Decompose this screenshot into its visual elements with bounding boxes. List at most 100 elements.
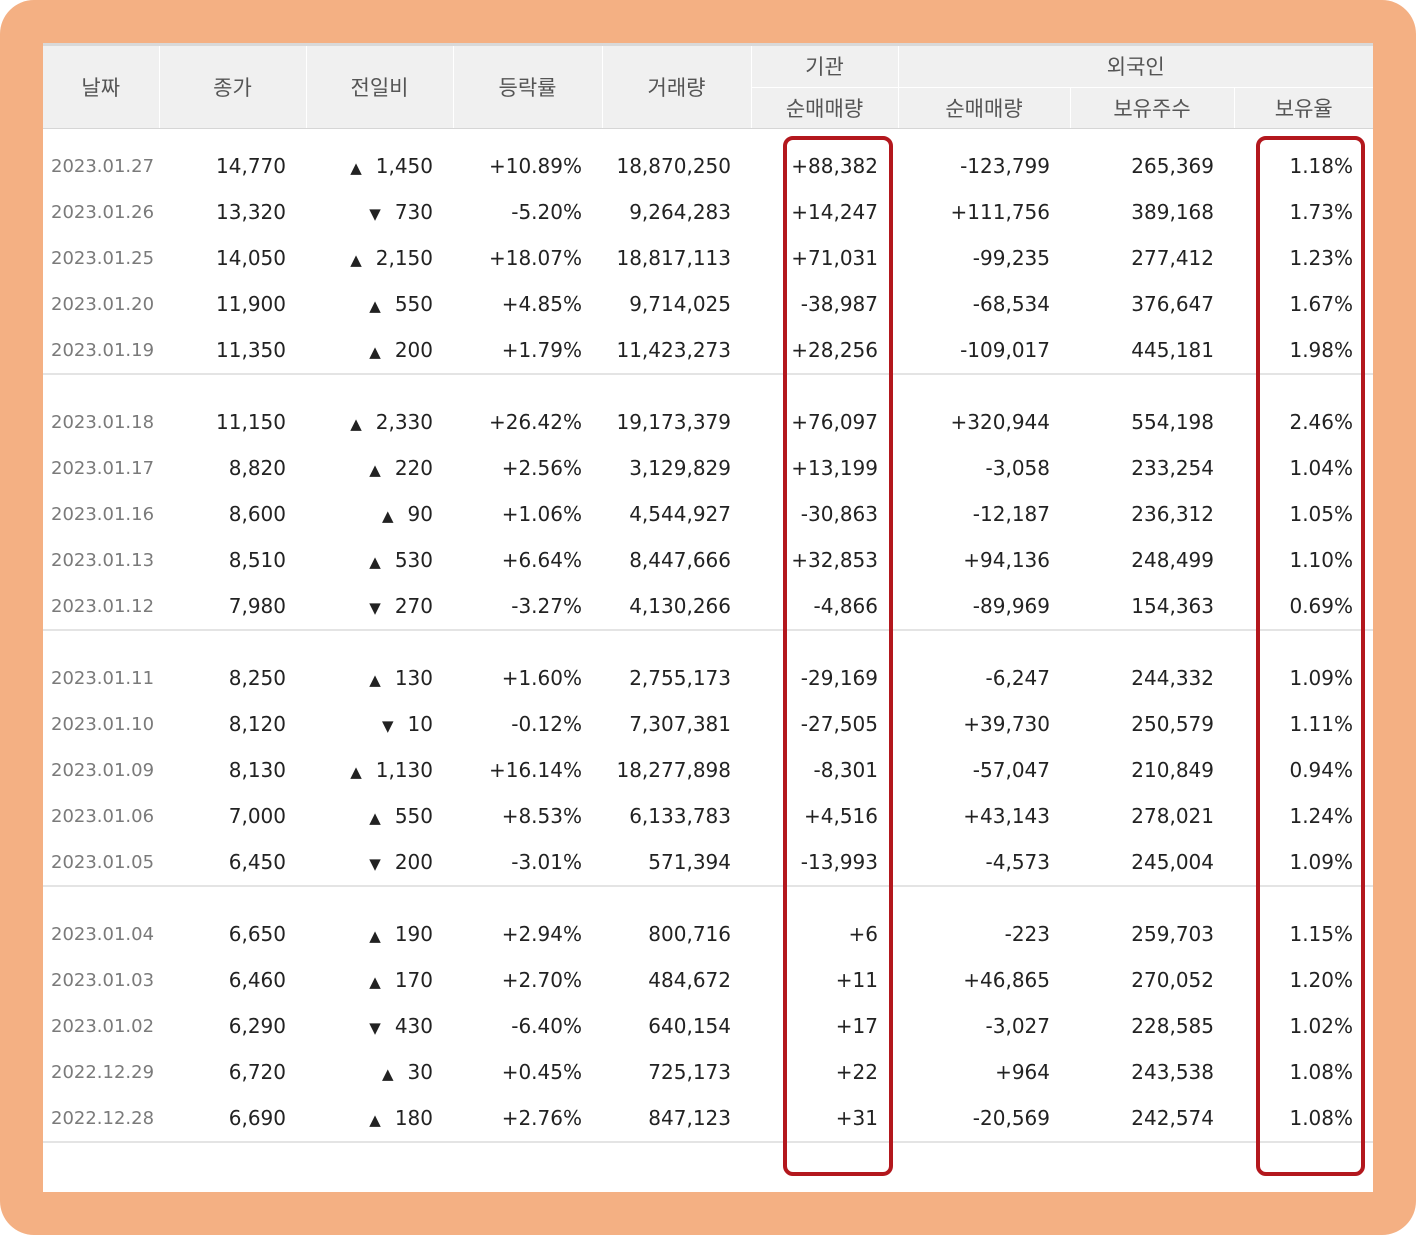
foreign-holdings-cell: 554,198 — [1131, 410, 1214, 434]
rate-cell: -3.27% — [511, 594, 582, 618]
triangle-up-icon: ▲ — [369, 343, 381, 361]
date-cell: 2022.12.29 — [51, 1061, 155, 1083]
foreign-net-cell: -223 — [1004, 922, 1050, 946]
institution-net-cell: -30,863 — [800, 502, 878, 526]
change-value: 90 — [407, 502, 433, 526]
date-cell: 2023.01.19 — [51, 339, 155, 361]
change-cell: ▼ 10 — [306, 701, 453, 747]
triangle-down-icon: ▼ — [369, 1019, 381, 1037]
volume-cell: 4,544,927 — [629, 502, 731, 526]
volume-cell: 11,423,273 — [616, 338, 731, 362]
foreign-ratio-highlight-box — [1256, 136, 1365, 1176]
foreign-net-cell: +46,865 — [963, 968, 1050, 992]
change-cell: ▲ 30 — [306, 1049, 453, 1095]
change-cell: ▲ 220 — [306, 445, 453, 491]
foreign-holdings-cell: 154,363 — [1131, 594, 1214, 618]
change-cell: ▲ 1,450 — [306, 143, 453, 189]
foreign-net-cell: +111,756 — [950, 200, 1050, 224]
triangle-up-icon: ▲ — [350, 159, 362, 177]
rate-cell: +4.85% — [501, 292, 582, 316]
institution-net-cell: +17 — [835, 1014, 878, 1038]
foreign-ratio-cell: 1.98% — [1289, 338, 1354, 362]
foreign-ratio-cell: 1.08% — [1289, 1060, 1354, 1084]
foreign-ratio-cell: 1.67% — [1289, 292, 1354, 316]
change-cell: ▲ 530 — [306, 537, 453, 583]
institution-net-cell: +6 — [848, 922, 878, 946]
change-cell: ▲ 550 — [306, 793, 453, 839]
foreign-holdings-cell: 248,499 — [1131, 548, 1214, 572]
institution-net-cell: +71,031 — [791, 246, 878, 270]
volume-cell: 8,447,666 — [629, 548, 731, 572]
change-value: 430 — [394, 1014, 433, 1038]
foreign-holdings-cell: 244,332 — [1131, 666, 1214, 690]
foreign-net-cell: -4,573 — [985, 850, 1050, 874]
table-row: 2023.01.11 8,250 ▲ 130 +1.60% 2,755,173 -29,16… — [43, 655, 1373, 701]
foreign-ratio-cell: 2.46% — [1289, 410, 1354, 434]
change-value: 30 — [407, 1060, 433, 1084]
header-institution-group: 기관 — [750, 43, 898, 88]
foreign-holdings-cell: 278,021 — [1131, 804, 1214, 828]
rate-cell: -3.01% — [511, 850, 582, 874]
rate-cell: -5.20% — [511, 200, 582, 224]
change-cell: ▲ 180 — [306, 1095, 453, 1142]
volume-cell: 3,129,829 — [629, 456, 731, 480]
rate-cell: +2.94% — [501, 922, 582, 946]
volume-cell: 9,714,025 — [629, 292, 731, 316]
foreign-net-cell: +320,944 — [950, 410, 1050, 434]
foreign-holdings-cell: 376,647 — [1131, 292, 1214, 316]
change-cell: ▲ 190 — [306, 911, 453, 957]
change-cell: ▲ 2,150 — [306, 235, 453, 281]
foreign-net-cell: +964 — [995, 1060, 1050, 1084]
foreign-holdings-cell: 245,004 — [1131, 850, 1214, 874]
close-cell: 6,290 — [228, 1014, 286, 1038]
foreign-ratio-cell: 1.04% — [1289, 456, 1354, 480]
close-cell: 6,720 — [228, 1060, 286, 1084]
rate-cell: +8.53% — [501, 804, 582, 828]
institution-net-cell: +76,097 — [791, 410, 878, 434]
table-row: 2023.01.18 11,150 ▲ 2,330 +26.42% 19,173,379 +… — [43, 399, 1373, 445]
table-row: 2023.01.10 8,120 ▼ 10 -0.12% 7,307,381 -27,505… — [43, 701, 1373, 747]
change-value: 130 — [394, 666, 433, 690]
date-cell: 2023.01.17 — [51, 457, 155, 479]
rate-cell: +6.64% — [501, 548, 582, 572]
header-institution-net: 순매매량 — [750, 87, 898, 129]
triangle-up-icon: ▲ — [369, 297, 381, 315]
triangle-down-icon: ▼ — [369, 205, 381, 223]
change-value: 180 — [394, 1106, 433, 1130]
table-row: 2022.12.28 6,690 ▲ 180 +2.76% 847,123 +31 -20,5… — [43, 1095, 1373, 1142]
foreign-ratio-cell: 1.20% — [1289, 968, 1354, 992]
close-cell: 6,690 — [228, 1106, 286, 1130]
date-cell: 2023.01.20 — [51, 293, 155, 315]
investor-trading-table: 날짜 종가 전일비 등락률 거래량 기관 외국인 순매매량 순매매량 보유주수 … — [43, 43, 1373, 1153]
date-cell: 2023.01.09 — [51, 759, 155, 781]
table-row: 2023.01.02 6,290 ▼ 430 -6.40% 640,154 +17 -3,02… — [43, 1003, 1373, 1049]
foreign-holdings-cell: 236,312 — [1131, 502, 1214, 526]
table-row: 2023.01.09 8,130 ▲ 1,130 +16.14% 18,277,898 -8… — [43, 747, 1373, 793]
volume-cell: 19,173,379 — [616, 410, 731, 434]
foreign-ratio-cell: 0.69% — [1289, 594, 1354, 618]
institution-net-cell: +28,256 — [791, 338, 878, 362]
change-value: 220 — [394, 456, 433, 480]
change-cell: ▲ 90 — [306, 491, 453, 537]
triangle-up-icon: ▲ — [350, 763, 362, 781]
foreign-holdings-cell: 445,181 — [1131, 338, 1214, 362]
rate-cell: -0.12% — [511, 712, 582, 736]
institution-net-cell: -29,169 — [800, 666, 878, 690]
header-foreign-net: 순매매량 — [897, 87, 1070, 129]
header-date: 날짜 — [43, 43, 159, 129]
table-header: 날짜 종가 전일비 등락률 거래량 기관 외국인 순매매량 순매매량 보유주수 … — [43, 43, 1373, 129]
volume-cell: 484,672 — [648, 968, 731, 992]
foreign-net-cell: -20,569 — [972, 1106, 1050, 1130]
header-volume: 거래량 — [601, 43, 751, 129]
institution-net-cell: +32,853 — [791, 548, 878, 572]
change-cell: ▼ 730 — [306, 189, 453, 235]
table-row: 2023.01.06 7,000 ▲ 550 +8.53% 6,133,783 +4,516… — [43, 793, 1373, 839]
date-cell: 2023.01.03 — [51, 969, 155, 991]
foreign-ratio-cell: 1.10% — [1289, 548, 1354, 572]
foreign-holdings-cell: 243,538 — [1131, 1060, 1214, 1084]
triangle-up-icon: ▲ — [382, 507, 394, 525]
close-cell: 8,510 — [228, 548, 286, 572]
header-foreign-group: 외국인 — [897, 43, 1373, 88]
foreign-ratio-cell: 1.23% — [1289, 246, 1354, 270]
